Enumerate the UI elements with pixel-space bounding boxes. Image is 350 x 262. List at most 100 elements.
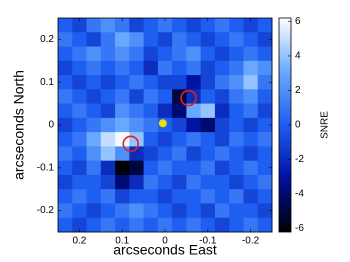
heatmap-cell [115,189,130,204]
heatmap-cell [129,189,144,204]
heatmap-cell [186,117,202,133]
heatmap-cell [115,60,130,76]
heatmap-cell [172,160,187,176]
heatmap-cell [214,32,230,47]
heatmap-cell [186,46,202,62]
heatmap-cell [172,174,187,190]
heatmap-cell [257,174,273,190]
y-axis-label: arcseconds North [11,70,27,180]
heatmap-cell [143,189,159,204]
heatmap-cell [257,75,273,90]
heatmap-cell [200,103,216,119]
colorbar-tick-label: 6 [295,16,301,27]
heatmap-cell [172,217,187,233]
heatmap-cell [143,174,159,190]
heatmap-cell [143,160,159,176]
heatmap-cell [157,217,173,233]
y-tick-label: -0.2 [37,205,55,216]
heatmap-cell [229,75,244,90]
heatmap-cell [186,60,202,76]
heatmap-cell [86,146,102,162]
heatmap-cell [200,18,216,33]
heatmap-cell [58,103,73,119]
heatmap-cell [143,18,159,33]
heatmap-cell [229,132,244,147]
heatmap-cell [143,132,159,147]
colorbar-label: SNRE [320,111,331,139]
heatmap-cell [129,103,144,119]
heatmap-cell [86,117,102,133]
heatmap-cell [243,160,259,176]
heatmap-cell [72,32,87,47]
heatmap-cell [172,189,187,204]
heatmap-cell [157,203,173,219]
heatmap-cell [200,89,216,104]
heatmap-cell [200,46,216,62]
heatmap-cell [129,46,144,62]
heatmap-cell [229,32,244,47]
heatmap-cell [58,117,73,133]
heatmap-cell [100,117,116,133]
heatmap-cell [214,89,230,104]
heatmap-cell [214,217,230,233]
heatmap-cell [214,46,230,62]
heatmap-cell [100,146,116,162]
heatmap-cell [58,189,73,204]
heatmap-cell [115,103,130,119]
heatmap-cell [143,32,159,47]
heatmap-cell [129,160,144,176]
heatmap-cell [229,46,244,62]
heatmap-cell [243,117,259,133]
heatmap-cell [243,75,259,90]
heatmap-cell [157,18,173,33]
heatmap-cell [157,89,173,104]
heatmap-cell [200,132,216,147]
heatmap-cell [214,160,230,176]
heatmap-cell [257,46,273,62]
heatmap-cell [172,75,187,90]
heatmap-cell [86,160,102,176]
heatmap-cell [186,203,202,219]
heatmap-cell [72,89,87,104]
heatmap-cell [58,32,73,47]
heatmap-cell [257,18,273,33]
heatmap-cell [200,32,216,47]
heatmap-cell [115,117,130,133]
heatmap-cell [58,132,73,147]
heatmap-cell [214,103,230,119]
heatmap-cell [129,75,144,90]
heatmap-cell [200,189,216,204]
heatmap-cell [72,117,87,133]
heatmap-cell [214,18,230,33]
x-tick-label: -0.2 [242,236,260,247]
heatmap-cell [229,217,244,233]
heatmap-cell [58,146,73,162]
heatmap-cell [186,18,202,33]
heatmap-cell [143,217,159,233]
heatmap-cell [243,89,259,104]
heatmap-cell [157,146,173,162]
heatmap-cell [143,146,159,162]
heatmap-cell [143,117,159,133]
heatmap-cell [243,146,259,162]
heatmap-cell [72,189,87,204]
colorbar-tick-label: 2 [295,85,301,96]
heatmap-cell [243,174,259,190]
heatmap-cell [72,75,87,90]
heatmap-cell [143,75,159,90]
heatmap-cell [172,132,187,147]
heatmap-cell [58,174,73,190]
heatmap-cell [186,32,202,47]
heatmap-cell [100,103,116,119]
heatmap-cell [257,103,273,119]
heatmap-cell [86,189,102,204]
heatmap-cell [229,203,244,219]
heatmap-cell [129,217,144,233]
heatmap-cell [86,203,102,219]
heatmap-cell [200,160,216,176]
heatmap-cell [100,89,116,104]
heatmap-cell [200,75,216,90]
heatmap-cell [243,46,259,62]
heatmap-cell [229,18,244,33]
heatmap-cell [157,60,173,76]
